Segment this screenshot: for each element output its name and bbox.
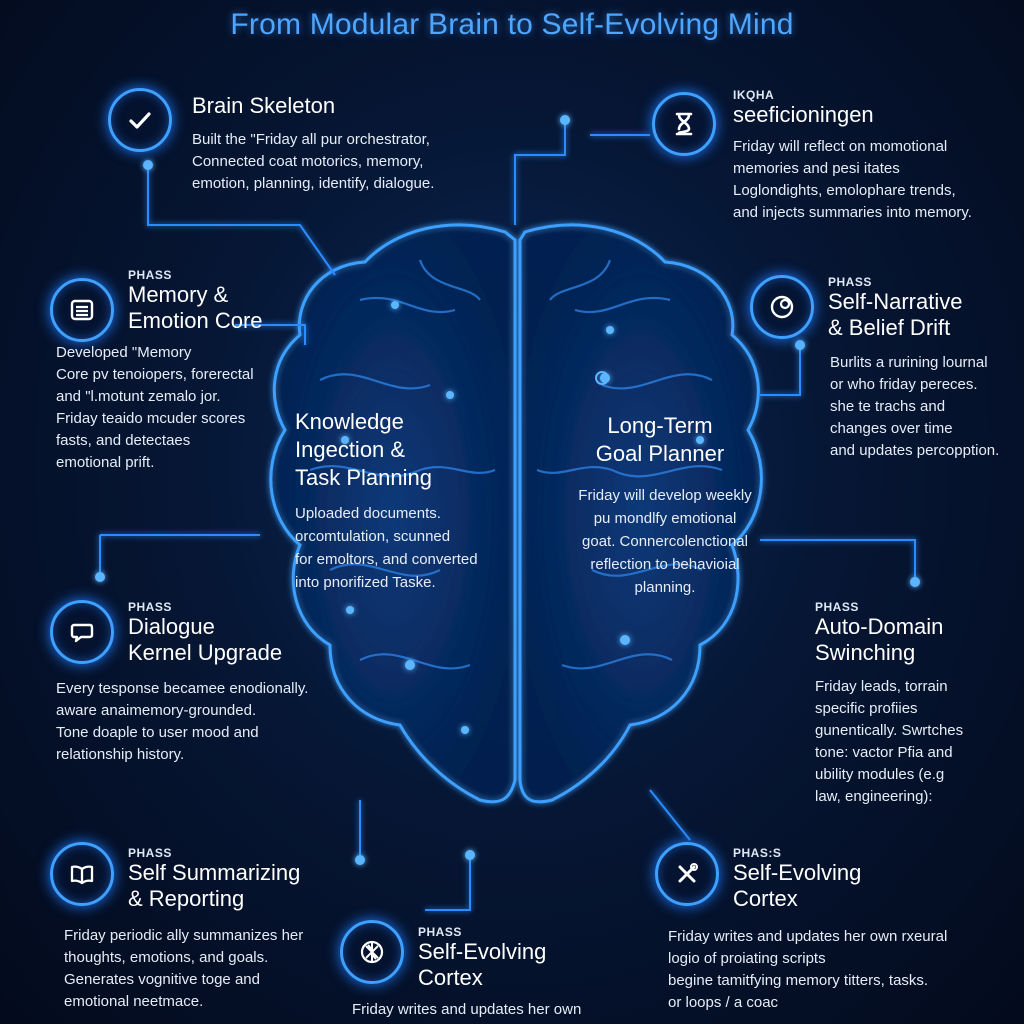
node-title: Auto-Domain Swinching	[815, 614, 944, 665]
node-phase: PHASS	[815, 600, 859, 614]
node-description: Friday periodic ally summanizes her thou…	[64, 927, 304, 1010]
node-cortex-bottom: PHASS Self-Evolving Cortex	[418, 925, 618, 991]
node-self-summarizing-desc: Friday periodic ally summanizes her thou…	[64, 925, 344, 1013]
node-title: Self-Narrative & Belief Drift	[828, 289, 963, 340]
node-reflection: IKQHA seeficioningen Friday will reflect…	[733, 88, 1023, 224]
node-description: Uploaded documents. orcomtulation, scunn…	[295, 505, 478, 591]
node-title: Brain Skeleton	[192, 93, 336, 118]
hourglass-icon	[652, 92, 716, 156]
node-title: Dialogue Kernel Upgrade	[128, 614, 283, 665]
node-goal-planner-desc: Friday will develop weekly pu mondlfy em…	[560, 484, 770, 599]
node-title: Long-Term Goal Planner	[595, 413, 725, 466]
node-description: Developed "Memory Core pv tenoiopers, fo…	[56, 344, 254, 471]
node-phase: PHAS:S	[733, 846, 782, 860]
node-description: Built the "Friday all pur orchestrator, …	[192, 131, 435, 192]
dna-icon	[340, 920, 404, 984]
node-cortex-right: PHAS:S Self-Evolving Cortex	[733, 846, 933, 912]
node-description: Friday writes and updates her own	[352, 1001, 582, 1018]
list-icon	[50, 278, 114, 342]
chat-icon	[50, 600, 114, 664]
node-brain-skeleton: Brain Skeleton Built the "Friday all pur…	[192, 93, 492, 195]
node-auto-domain-desc: Friday leads, torrain specific profiies …	[815, 676, 1020, 808]
page-title: From Modular Brain to Self-Evolving Mind	[230, 8, 794, 41]
node-description: Friday writes and updates her own rxeura…	[668, 928, 948, 1011]
node-title: seeficioningen	[733, 102, 874, 127]
node-description: Friday will develop weekly pu mondlfy em…	[578, 487, 752, 596]
node-cortex-right-desc: Friday writes and updates her own rxeura…	[668, 926, 968, 1014]
node-description: Every tesponse becamee enodionally. awar…	[56, 680, 309, 763]
node-title: Self-Evolving Cortex	[418, 939, 547, 990]
book-icon	[50, 842, 114, 906]
node-description: Friday leads, torrain specific profiies …	[815, 678, 964, 805]
node-description: Burlits a rurining lournal or who friday…	[830, 354, 1000, 459]
node-description: Friday will reflect on momotional memori…	[733, 138, 972, 221]
node-title: Memory & Emotion Core	[128, 282, 263, 333]
node-auto-domain: PHASS Auto-Domain Swinching	[815, 600, 1020, 666]
node-knowledge: Knowledge Ingection & Task Planning Uplo…	[295, 408, 510, 594]
node-phase: PHASS	[418, 925, 462, 939]
node-self-summarizing: PHASS Self Summarizing & Reporting	[128, 846, 348, 912]
node-self-narrative-desc: Burlits a rurining lournal or who friday…	[830, 352, 1022, 462]
node-memory-emotion: PHASS Memory & Emotion Core	[128, 268, 328, 334]
node-title: Knowledge Ingection & Task Planning	[295, 409, 432, 490]
brain-right-hemisphere	[518, 223, 763, 804]
node-phase: PHASS	[128, 600, 172, 614]
checkmark-icon	[108, 88, 172, 152]
node-title: Self Summarizing & Reporting	[128, 860, 301, 911]
node-dialogue-desc: Every tesponse becamee enodionally. awar…	[56, 678, 326, 766]
tools-icon	[655, 842, 719, 906]
crescent-icon	[750, 275, 814, 339]
node-self-narrative: PHASS Self-Narrative & Belief Drift	[828, 275, 1023, 341]
node-title: Self-Evolving Cortex	[733, 860, 862, 911]
brain-left-hemisphere	[269, 223, 517, 804]
node-phase: IKQHA	[733, 88, 775, 102]
circuit-lines	[99, 120, 916, 911]
node-phase: PHASS	[128, 268, 172, 282]
node-dialogue: PHASS Dialogue Kernel Upgrade	[128, 600, 328, 666]
node-cortex-bottom-desc: Friday writes and updates her own	[352, 999, 642, 1021]
node-goal-planner: Long-Term Goal Planner	[560, 412, 760, 468]
node-phase: PHASS	[828, 275, 872, 289]
brain-folds	[309, 259, 723, 670]
node-memory-emotion-desc: Developed "Memory Core pv tenoiopers, fo…	[56, 342, 296, 474]
node-phase: PHASS	[128, 846, 172, 860]
